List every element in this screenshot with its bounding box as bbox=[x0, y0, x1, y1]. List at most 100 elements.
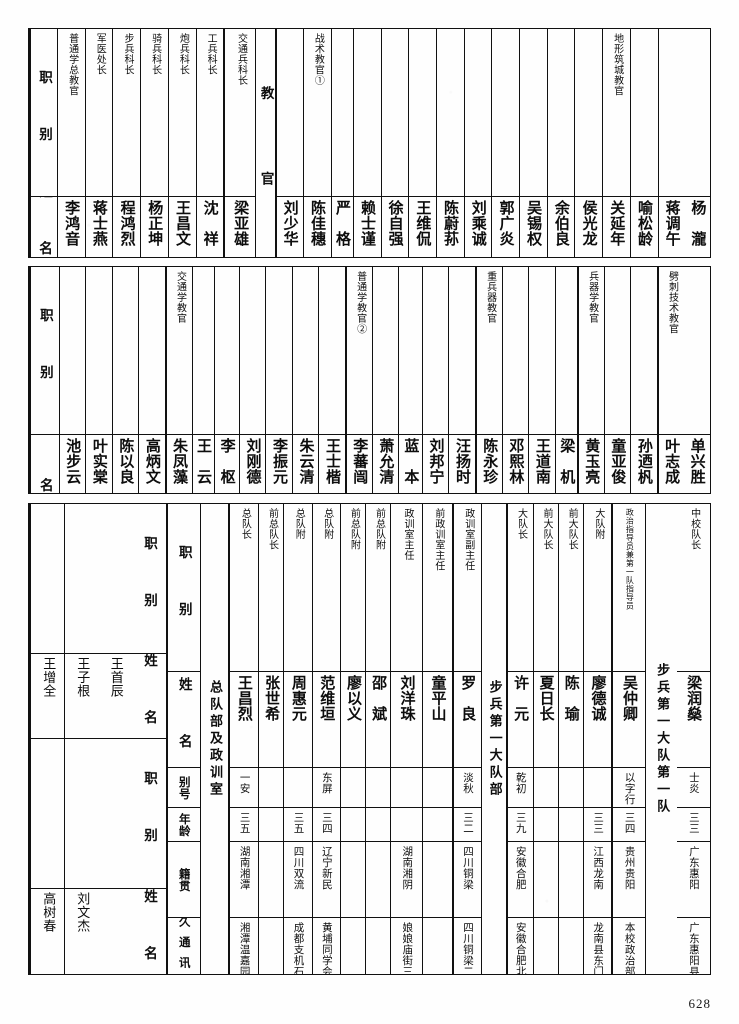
cell-text: 刘刚德 bbox=[244, 438, 263, 485]
cell-text: 邓熙林 bbox=[507, 438, 526, 485]
cell-text: 三四 bbox=[623, 812, 636, 834]
cell-text bbox=[348, 808, 359, 825]
cell-name: 廖德诚 bbox=[584, 672, 612, 768]
cell-text bbox=[540, 918, 551, 935]
roster-entry-column: 普通学总教官 李鸿音 bbox=[57, 29, 85, 257]
cell-text bbox=[274, 267, 284, 283]
cell-origin bbox=[341, 842, 366, 918]
cell-text bbox=[401, 808, 412, 825]
cell-text: 四川铜梁 bbox=[461, 846, 474, 890]
cell-text: 三三 bbox=[592, 812, 605, 834]
cell-text bbox=[473, 29, 483, 45]
cell-text bbox=[510, 267, 520, 283]
roster-entry-column: 前总队长 张世希 bbox=[258, 504, 284, 974]
cell-name bbox=[98, 889, 132, 974]
roster-entry-column: 严 格 bbox=[330, 29, 353, 257]
cell-post bbox=[685, 29, 710, 197]
column-header-post: 职 别 bbox=[31, 267, 59, 435]
cell-text: 廖德诚 bbox=[589, 675, 608, 722]
cell-name: 王道南 bbox=[529, 435, 555, 493]
table-column: 职 别姓 名 bbox=[29, 29, 58, 257]
cell-name: 喻松龄 bbox=[631, 197, 658, 257]
cell-text: 喻松龄 bbox=[635, 200, 654, 247]
cell-name: 张世希 bbox=[259, 672, 284, 768]
cell-address: 安徽合肥北乡双墩集 bbox=[508, 918, 533, 974]
cell-address bbox=[341, 918, 365, 974]
cell-name: 陈永珍 bbox=[477, 435, 502, 493]
cell-text bbox=[301, 267, 311, 283]
cell-post bbox=[422, 267, 449, 435]
cell-text: 本校政治部 bbox=[623, 922, 636, 974]
cell-name: 梁润燊 bbox=[676, 672, 710, 768]
roster-entry-column: 梁 机 bbox=[554, 267, 578, 493]
cell-name: 梁亚雄 bbox=[225, 197, 255, 257]
cell-name: 童平山 bbox=[423, 672, 453, 768]
cell-post: 总队附 bbox=[284, 504, 312, 672]
cell-text bbox=[667, 29, 677, 45]
trailing-subblock: 高树春 刘文杰 职 别姓 名 bbox=[30, 739, 166, 974]
roster-entry-column: 王增全 bbox=[30, 504, 64, 738]
cell-post bbox=[381, 29, 409, 197]
column-header-group: 职 别姓 名 bbox=[132, 504, 166, 738]
cell-text: 程鸿烈 bbox=[118, 200, 137, 247]
cell-post bbox=[683, 267, 710, 435]
unit-label-text: 步兵第一大队第一队 bbox=[654, 662, 670, 816]
cell-post bbox=[604, 267, 631, 435]
roster-entry-column: 王首辰 bbox=[98, 504, 132, 738]
roster-entry-column: 大队附 廖德诚 三三 江西龙南 龙南县东门外兰春 bbox=[583, 504, 612, 974]
cell-post: 政训室副主任 bbox=[454, 504, 481, 672]
cell-alias: 一安 bbox=[230, 768, 259, 808]
roster-entry-column: 李 枢 bbox=[213, 267, 239, 493]
roster-entry-column: 前政训室主任 童平山 bbox=[422, 504, 453, 974]
cell-name: 侯光龙 bbox=[575, 197, 602, 257]
roster-entry-column: 朱云清 bbox=[291, 267, 319, 493]
cell-name: 李蕃闿 bbox=[347, 435, 372, 493]
cell-age bbox=[391, 808, 423, 842]
cell-text: 刘邦宁 bbox=[427, 438, 446, 485]
cell-post: 交通兵科长 bbox=[225, 29, 256, 197]
cell-text bbox=[67, 267, 77, 283]
cell-text: 王 云 bbox=[195, 438, 214, 485]
cell-text: 王子根 bbox=[74, 657, 90, 698]
cell-name: 吴仲卿 bbox=[613, 672, 645, 768]
cell-text bbox=[94, 267, 104, 283]
cell-name: 孙迺杋 bbox=[631, 435, 657, 493]
cell-text bbox=[111, 504, 120, 519]
cell-name: 赖士谨 bbox=[354, 197, 381, 257]
roster-entry-column: 杨 瀧 bbox=[685, 29, 710, 257]
cell-name: 池步云 bbox=[60, 435, 86, 493]
roster-entry-column: 王道南 bbox=[528, 267, 555, 493]
cell-text: 龙南县东门外兰春 bbox=[592, 922, 605, 974]
roster-entry-column: 步兵科长 程鸿烈 bbox=[112, 29, 141, 257]
cell-post: 地形筑城教官 bbox=[603, 29, 630, 197]
cell-post: 骑兵科长 bbox=[141, 29, 168, 197]
cell-text: 工兵科长 bbox=[205, 33, 217, 75]
cell-text: 赖士谨 bbox=[358, 200, 377, 247]
cell-text: 陈以良 bbox=[117, 438, 136, 485]
cell-text bbox=[373, 918, 384, 935]
cell-post bbox=[555, 267, 578, 435]
cell-name: 范维垣 bbox=[312, 672, 341, 768]
cell-text: 杨正坤 bbox=[146, 200, 165, 247]
roster-entry-column: 余伯良 bbox=[546, 29, 575, 257]
cell-text bbox=[373, 808, 384, 825]
cell-text bbox=[390, 29, 400, 45]
cell-text: 总队长 bbox=[239, 508, 251, 540]
cell-post bbox=[86, 267, 112, 435]
roster-entry-column: 王 云 bbox=[191, 267, 214, 493]
cell-text: 吴锡权 bbox=[525, 200, 544, 247]
cell-post bbox=[529, 267, 555, 435]
cell-text: 蒋调午 bbox=[663, 200, 682, 247]
cell-text: 三五 bbox=[238, 812, 251, 834]
cell-text: 范维垣 bbox=[318, 675, 337, 722]
column-header-group: 职 别姓 名 bbox=[132, 739, 166, 974]
cell-post: 普通学总教官 bbox=[58, 29, 85, 197]
cell-address bbox=[366, 918, 390, 974]
cell-address: 黄埔同学会 bbox=[313, 918, 340, 974]
cell-text bbox=[566, 842, 577, 859]
cell-post bbox=[239, 267, 266, 435]
trailing-name-columns: 王增全 王子根 王首辰 bbox=[30, 504, 132, 738]
cell-text bbox=[432, 918, 443, 935]
cell-text: 大队附 bbox=[592, 508, 604, 540]
cell-post bbox=[276, 29, 303, 197]
